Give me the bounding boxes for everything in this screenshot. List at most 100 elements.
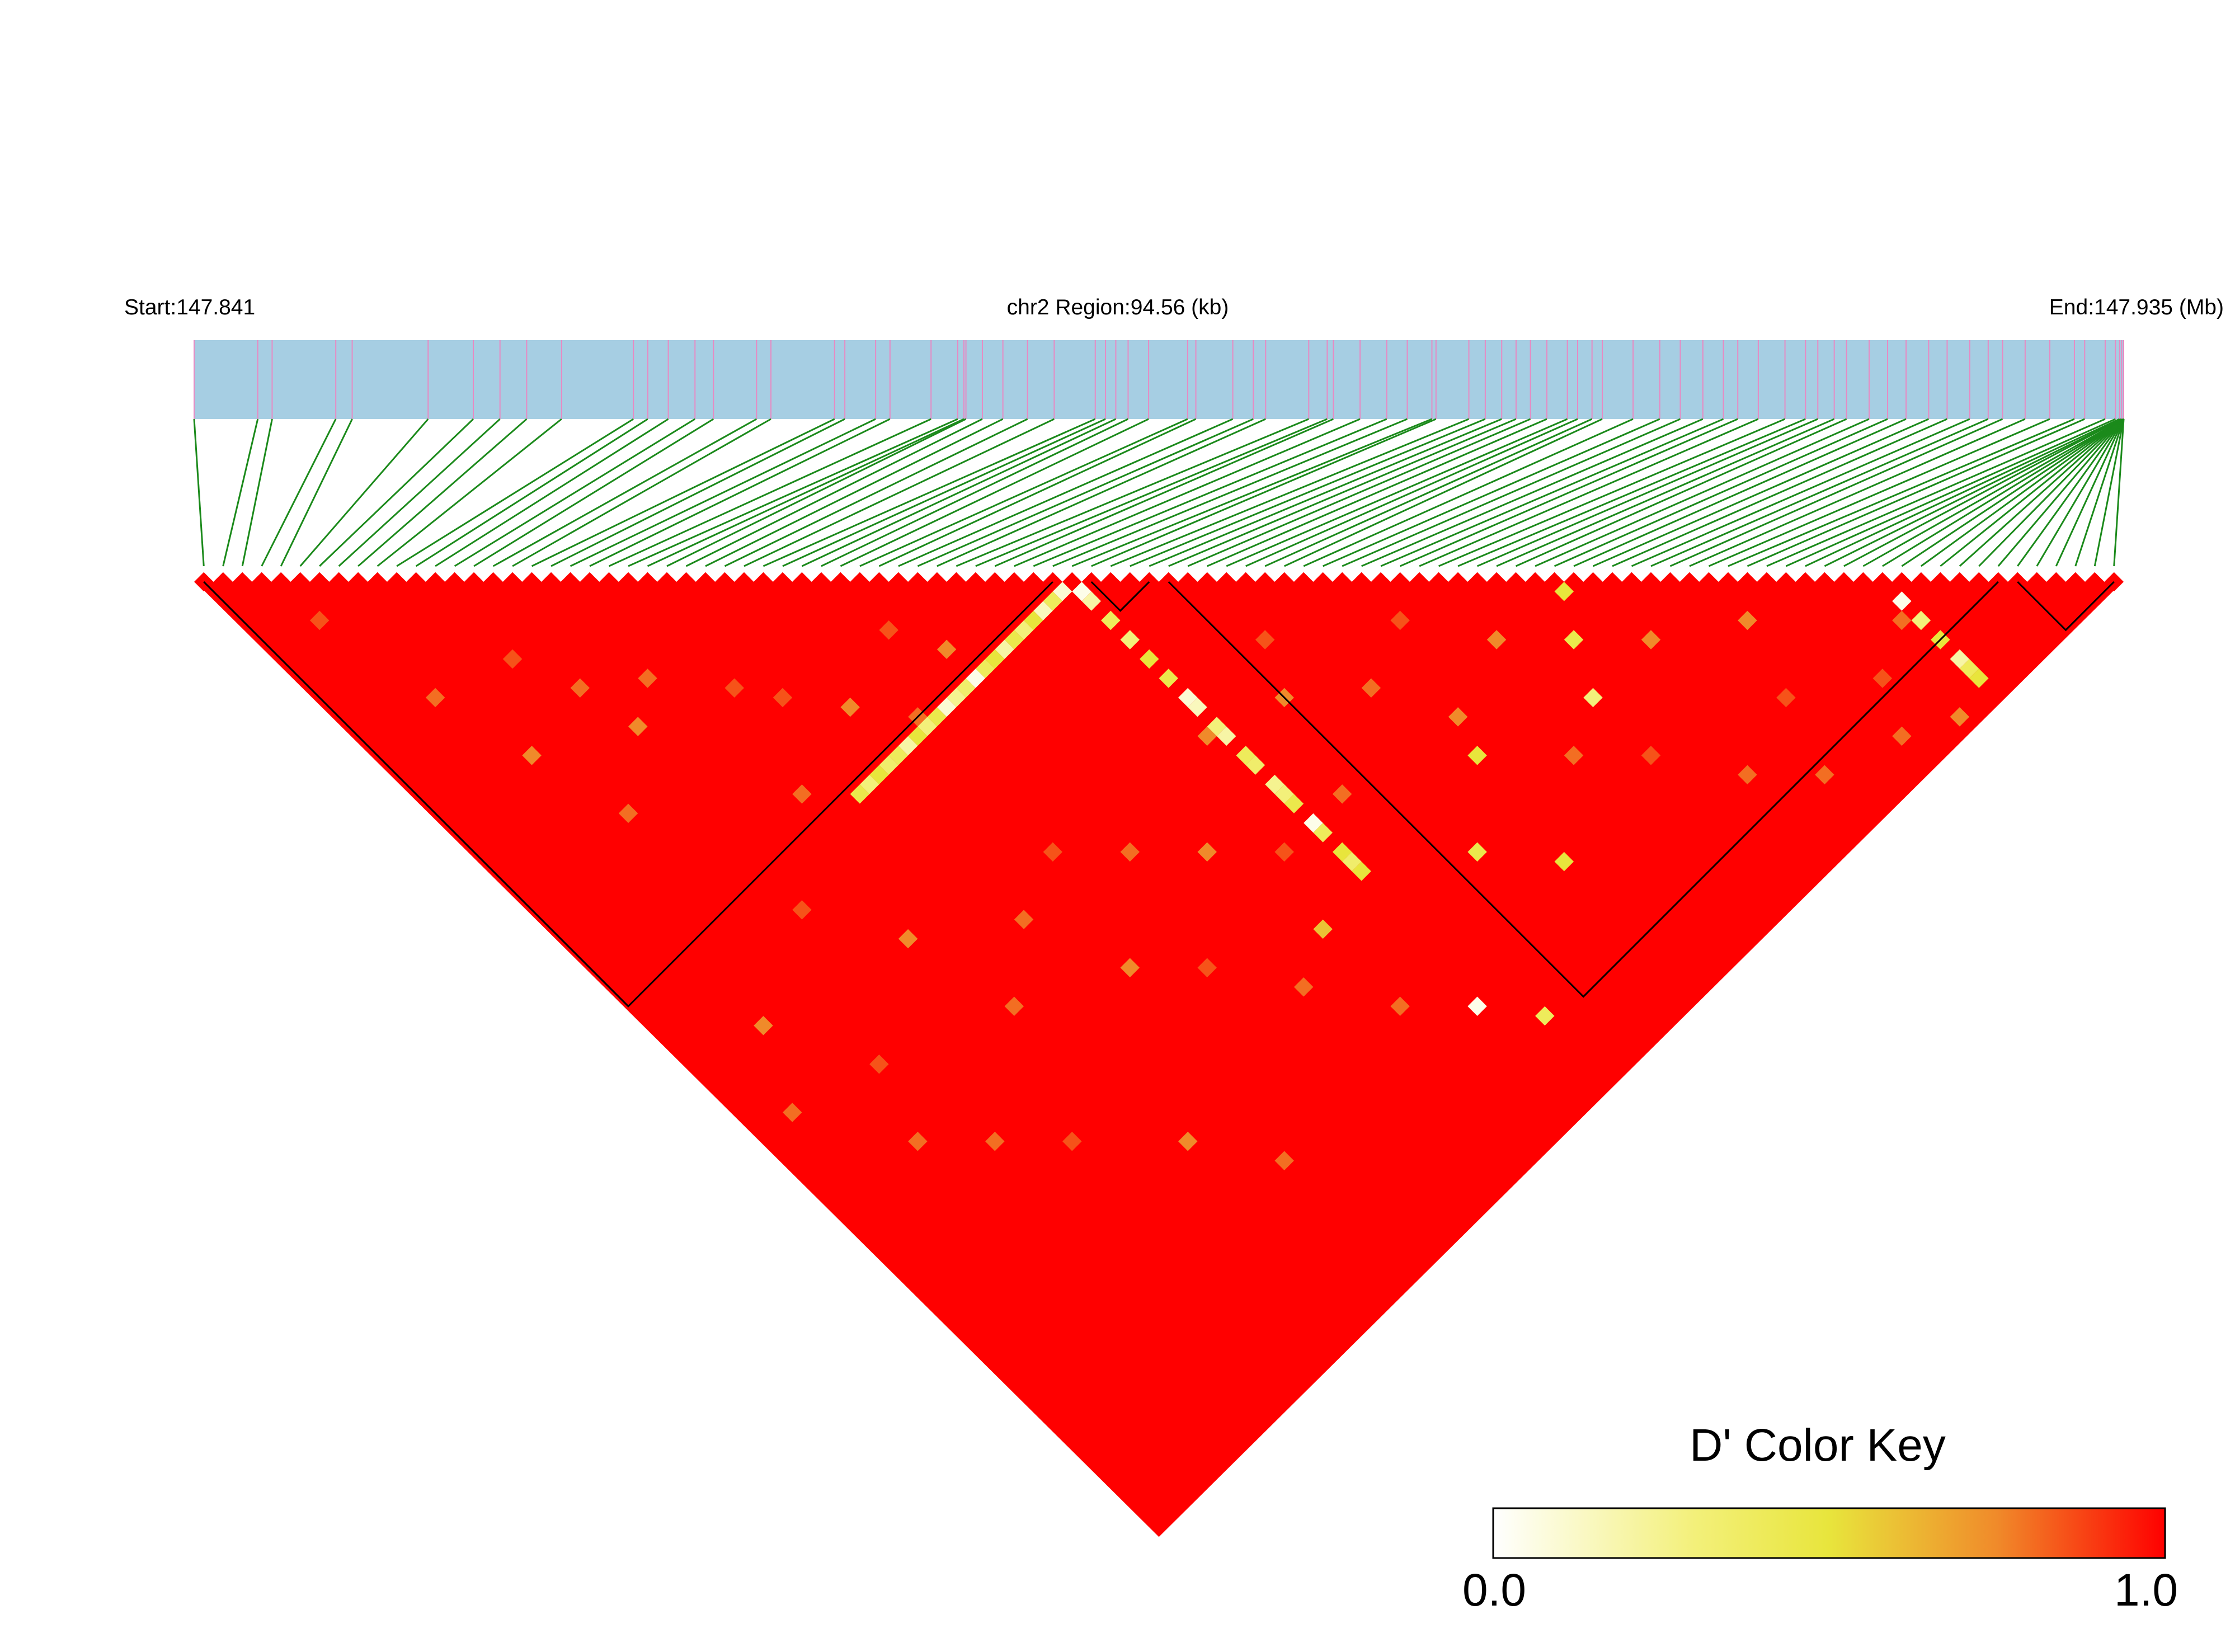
region-center-label: chr2 Region:94.56 (kb) bbox=[1007, 295, 1229, 319]
ld-cell bbox=[1197, 726, 1217, 746]
ld-cell bbox=[1564, 630, 1584, 649]
snp-connector bbox=[1747, 418, 2085, 567]
snp-connector bbox=[1264, 418, 1593, 567]
haplotype-block-outline bbox=[2017, 581, 2115, 632]
ld-cell bbox=[1583, 688, 1603, 708]
ld-cell bbox=[773, 688, 793, 708]
snp-connector bbox=[1515, 418, 1847, 567]
snp-connector bbox=[241, 418, 273, 567]
ld-cell bbox=[1043, 842, 1063, 862]
ld-cell bbox=[1892, 726, 1912, 746]
snp-connector bbox=[261, 418, 337, 567]
ld-cell bbox=[570, 678, 590, 698]
snp-connector bbox=[550, 418, 845, 567]
ld-cell bbox=[1197, 958, 1217, 978]
ld-cell bbox=[1284, 794, 1304, 813]
ld-cell bbox=[1641, 746, 1661, 765]
ld-cell bbox=[1815, 765, 1834, 785]
snp-connector bbox=[1400, 418, 1738, 567]
ld-cell bbox=[985, 649, 1005, 669]
snp-connector bbox=[628, 418, 958, 567]
snp-connector bbox=[1052, 418, 1408, 567]
snp-connector bbox=[859, 418, 1188, 567]
ld-cell bbox=[1467, 746, 1487, 765]
ld-cell bbox=[1352, 862, 1371, 881]
ld-cell bbox=[975, 658, 995, 679]
ld-cell bbox=[1004, 996, 1024, 1016]
snp-connector bbox=[1342, 418, 1681, 567]
snp-connector bbox=[589, 418, 891, 567]
snp-connector bbox=[801, 418, 1117, 567]
snp-connector bbox=[357, 418, 528, 567]
snp-connector bbox=[1805, 418, 2120, 567]
snp-connector bbox=[1862, 418, 2124, 567]
ld-cell bbox=[937, 639, 957, 659]
ld-cell bbox=[1014, 620, 1034, 640]
snp-connector bbox=[975, 418, 1328, 567]
snp-connector bbox=[2055, 418, 2125, 567]
ld-cell bbox=[1554, 851, 1574, 872]
snp-connector bbox=[1361, 418, 1704, 567]
snp-connector bbox=[1612, 418, 1948, 567]
ld-cell bbox=[1265, 774, 1284, 794]
ld-cell bbox=[628, 717, 648, 736]
ld-cell bbox=[754, 1016, 773, 1036]
snp-connector bbox=[435, 418, 669, 567]
ld-cell bbox=[1969, 669, 1989, 688]
snp-connector bbox=[782, 418, 1106, 567]
snp-connector bbox=[1959, 418, 2125, 567]
snp-connector bbox=[492, 418, 757, 567]
ld-cell bbox=[1313, 919, 1333, 939]
snp-connector bbox=[956, 418, 1309, 567]
ld-cell bbox=[1448, 707, 1468, 727]
snp-connector bbox=[512, 418, 771, 567]
ld-cell bbox=[1332, 784, 1352, 804]
snp-connector bbox=[1766, 418, 2106, 567]
snp-connector bbox=[763, 418, 1096, 567]
ld-cell bbox=[1101, 610, 1121, 630]
snp-connector bbox=[1438, 418, 1786, 567]
color-key: D' Color Key 0.0 1.0 bbox=[1462, 1420, 2178, 1616]
ld-cell bbox=[1207, 717, 1227, 736]
color-key-title: D' Color Key bbox=[1690, 1420, 1946, 1471]
snp-connector bbox=[744, 418, 1055, 567]
snp-connector bbox=[1785, 418, 2116, 567]
snp-connector bbox=[1187, 418, 1531, 567]
snp-connector bbox=[473, 418, 714, 567]
snp-connector bbox=[898, 418, 1234, 567]
snp-connector bbox=[1728, 418, 2075, 567]
ld-cell bbox=[1535, 1006, 1555, 1026]
ld-cell bbox=[1236, 746, 1255, 765]
snp-connector bbox=[1940, 418, 2124, 567]
snp-connector bbox=[1245, 418, 1578, 567]
ld-cell bbox=[1245, 755, 1265, 775]
ld-cell bbox=[1342, 851, 1362, 872]
snp-connector bbox=[1033, 418, 1387, 567]
snp-connector bbox=[1014, 418, 1361, 567]
ld-cell bbox=[947, 688, 966, 708]
snp-connector bbox=[1535, 418, 1870, 567]
ld-cell bbox=[1274, 784, 1294, 804]
snp-connector bbox=[1091, 418, 1437, 567]
ld-cell bbox=[850, 784, 870, 804]
ld-cell bbox=[618, 803, 638, 823]
snp-connector bbox=[724, 418, 1028, 567]
ld-cell bbox=[1293, 977, 1314, 997]
ld-cell bbox=[1467, 996, 1487, 1016]
ld-cell bbox=[1950, 649, 1970, 669]
ld-cell bbox=[1390, 610, 1410, 630]
snp-connector bbox=[319, 418, 474, 567]
ld-cell bbox=[724, 678, 744, 698]
snp-connector-lines bbox=[193, 418, 2125, 567]
snp-connector bbox=[2093, 418, 2125, 567]
snp-connector bbox=[1071, 418, 1433, 567]
ld-cell bbox=[1062, 1131, 1082, 1151]
ld-cell bbox=[869, 1055, 889, 1074]
ld-cell bbox=[1332, 842, 1352, 862]
snp-connector bbox=[1419, 418, 1759, 567]
ld-cell bbox=[1776, 688, 1796, 708]
ld-cell bbox=[1274, 1151, 1294, 1170]
snp-connector bbox=[1920, 418, 2124, 567]
snp-connector bbox=[666, 418, 967, 567]
